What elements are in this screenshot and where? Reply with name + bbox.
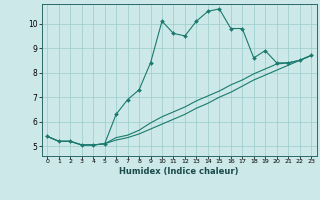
X-axis label: Humidex (Indice chaleur): Humidex (Indice chaleur) (119, 167, 239, 176)
